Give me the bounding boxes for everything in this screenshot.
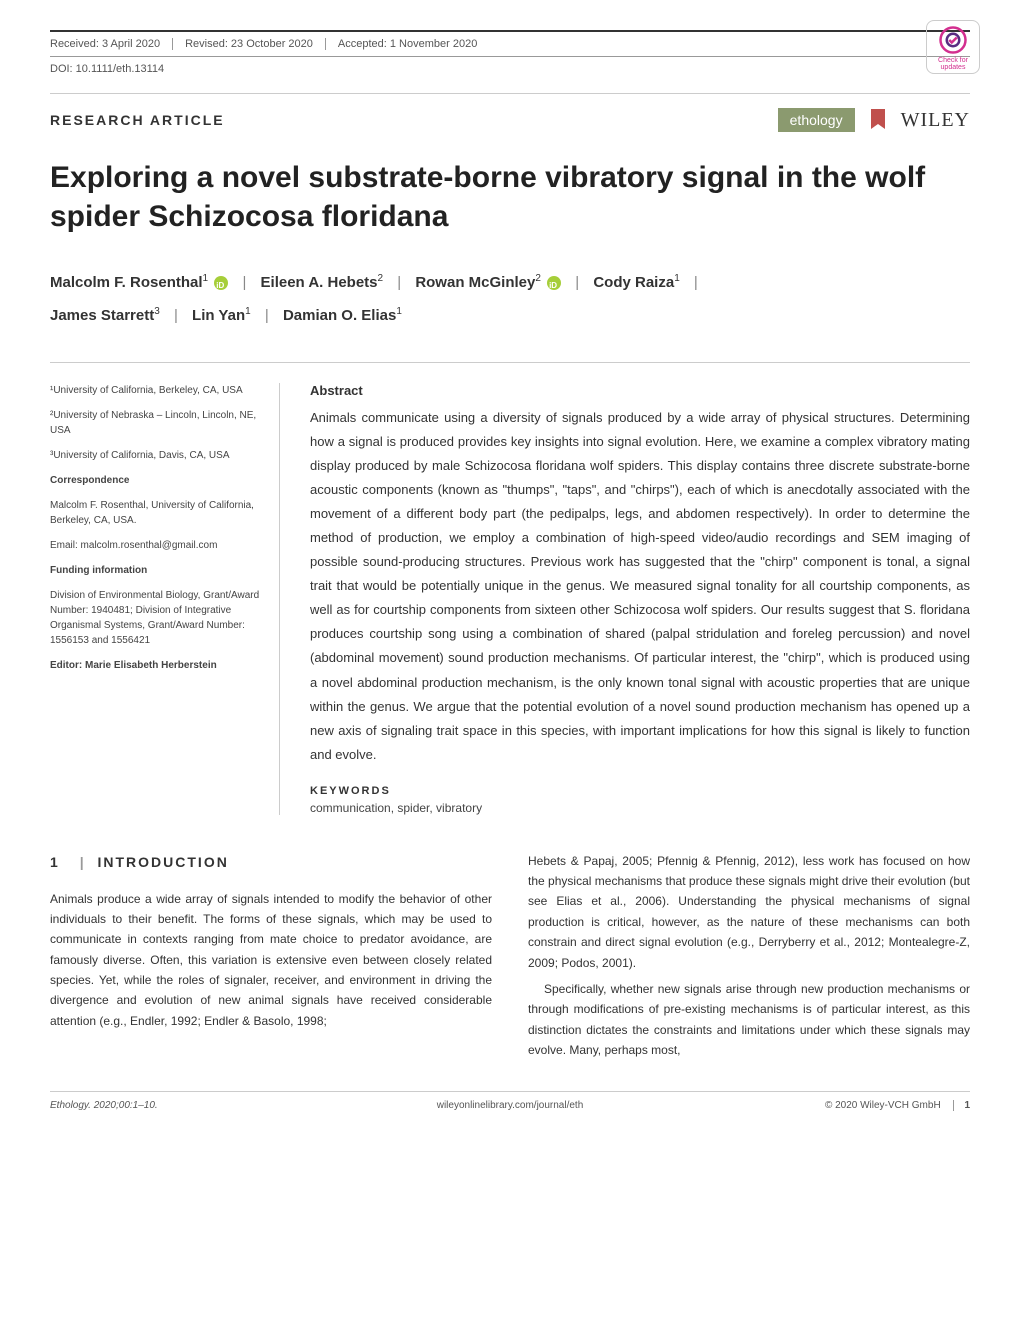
keywords-text: communication, spider, vibratory [310, 801, 970, 815]
bookmark-icon [869, 109, 887, 131]
check-updates-badge[interactable]: Check for updates [926, 20, 980, 74]
info-abstract-row: ¹University of California, Berkeley, CA,… [50, 362, 970, 815]
author-6: Lin Yan [192, 307, 245, 324]
abstract-text: Animals communicate using a diversity of… [310, 406, 970, 767]
abstract-heading: Abstract [310, 383, 970, 398]
author-1: Malcolm F. Rosenthal [50, 274, 203, 291]
footer-copyright-text: © 2020 Wiley-VCH GmbH [825, 1100, 941, 1111]
article-title: Exploring a novel substrate-borne vibrat… [50, 158, 970, 236]
author-sep: | [174, 307, 178, 324]
keywords-heading: KEYWORDS [310, 785, 970, 797]
footer-journal: Ethology. 2020;00:1–10. [50, 1100, 357, 1111]
intro-num: 1 [50, 854, 60, 870]
footer-pagenum: 1 [953, 1100, 970, 1111]
correspondence-label: Correspondence [50, 473, 261, 488]
author-6-aff: 1 [245, 306, 251, 317]
author-sep: | [242, 274, 246, 291]
correspondence-email: Email: malcolm.rosenthal@gmail.com [50, 538, 261, 553]
check-updates-icon [938, 25, 968, 55]
affiliation-2: ²University of Nebraska – Lincoln, Linco… [50, 408, 261, 438]
author-3: Rowan McGinley [415, 274, 535, 291]
editor-text: Editor: Marie Elisabeth Herberstein [50, 658, 261, 673]
orcid-icon[interactable] [214, 276, 228, 290]
received-date: Received: 3 April 2020 [50, 38, 173, 50]
author-5: James Starrett [50, 307, 154, 324]
body-col-right: Hebets & Papaj, 2005; Pfennig & Pfennig,… [528, 851, 970, 1061]
affiliation-1: ¹University of California, Berkeley, CA,… [50, 383, 261, 398]
funding-text: Division of Environmental Biology, Grant… [50, 588, 261, 648]
footer-copyright: © 2020 Wiley-VCH GmbH 1 [663, 1100, 970, 1111]
title-text: Exploring a novel substrate-borne vibrat… [50, 161, 925, 233]
page-footer: Ethology. 2020;00:1–10. wileyonlinelibra… [50, 1091, 970, 1111]
body-col-left: 1 | INTRODUCTION Animals produce a wide … [50, 851, 492, 1061]
author-sep: | [397, 274, 401, 291]
author-4-aff: 1 [674, 273, 680, 284]
author-7: Damian O. Elias [283, 307, 396, 324]
author-1-aff: 1 [203, 273, 209, 284]
doi: DOI: 10.1111/eth.13114 [50, 57, 970, 94]
affiliations-column: ¹University of California, Berkeley, CA,… [50, 383, 280, 815]
dates-row: Received: 3 April 2020 Revised: 23 Octob… [50, 30, 970, 57]
author-sep: | [265, 307, 269, 324]
abstract-column: Abstract Animals communicate using a div… [310, 383, 970, 815]
footer-url: wileyonlinelibrary.com/journal/eth [357, 1100, 664, 1111]
author-list: Malcolm F. Rosenthal1 | Eileen A. Hebets… [50, 266, 970, 332]
author-4: Cody Raiza [593, 274, 674, 291]
author-sep: | [694, 274, 698, 291]
intro-bar: | [80, 854, 86, 870]
accepted-date: Accepted: 1 November 2020 [326, 38, 477, 50]
correspondence-text: Malcolm F. Rosenthal, University of Cali… [50, 498, 261, 528]
intro-title: INTRODUCTION [98, 854, 229, 870]
body-columns: 1 | INTRODUCTION Animals produce a wide … [50, 851, 970, 1061]
author-sep: | [575, 274, 579, 291]
intro-heading: 1 | INTRODUCTION [50, 851, 492, 875]
check-updates-label: Check for updates [927, 57, 979, 71]
editor-line: Editor: Marie Elisabeth Herberstein [50, 660, 217, 671]
affiliation-3: ³University of California, Davis, CA, US… [50, 448, 261, 463]
article-type: RESEARCH ARTICLE [50, 112, 778, 128]
ethology-badge: ethology [778, 108, 855, 132]
intro-p3: Specifically, whether new signals arise … [528, 979, 970, 1061]
author-2-aff: 2 [378, 273, 384, 284]
wiley-logo: WILEY [901, 109, 970, 132]
author-3-aff: 2 [535, 273, 541, 284]
publisher-badges: ethology WILEY [778, 108, 970, 132]
intro-p1: Animals produce a wide array of signals … [50, 889, 492, 1032]
author-5-aff: 3 [154, 306, 160, 317]
revised-date: Revised: 23 October 2020 [173, 38, 326, 50]
orcid-icon[interactable] [547, 276, 561, 290]
funding-label: Funding information [50, 563, 261, 578]
intro-p2: Hebets & Papaj, 2005; Pfennig & Pfennig,… [528, 851, 970, 973]
author-2: Eileen A. Hebets [261, 274, 378, 291]
header-bar: RESEARCH ARTICLE ethology WILEY [50, 108, 970, 132]
author-7-aff: 1 [396, 306, 402, 317]
